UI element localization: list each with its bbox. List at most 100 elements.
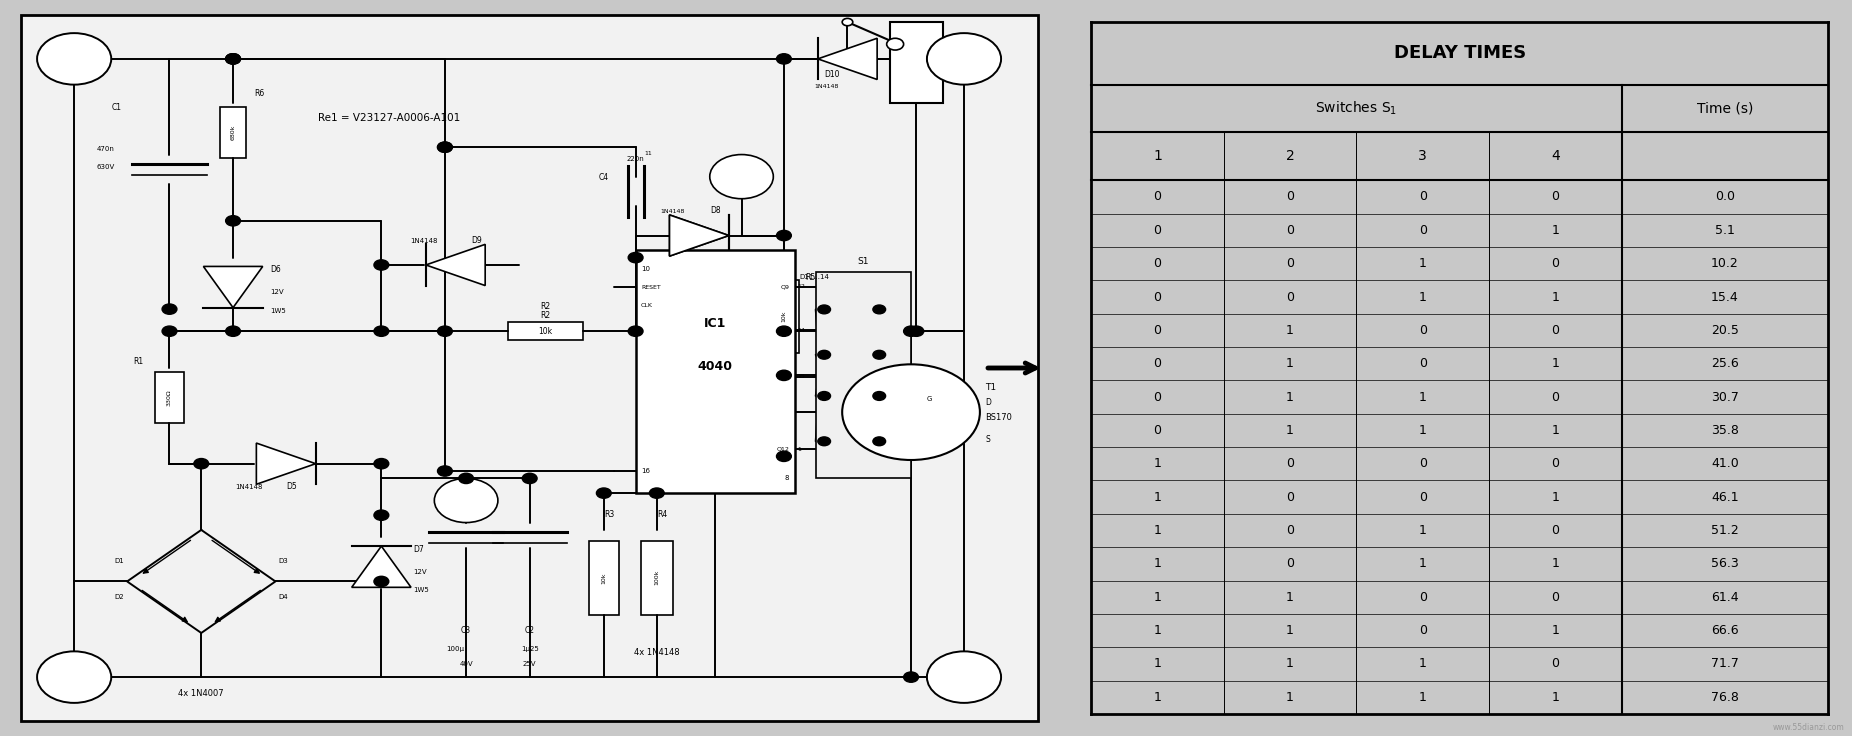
Circle shape bbox=[843, 18, 852, 26]
Text: 1: 1 bbox=[1552, 491, 1559, 503]
Circle shape bbox=[226, 54, 241, 64]
Text: 1: 1 bbox=[1154, 457, 1161, 470]
Text: 1: 1 bbox=[1285, 391, 1295, 403]
Text: 330Ω: 330Ω bbox=[167, 389, 172, 406]
Text: D11...14: D11...14 bbox=[800, 275, 830, 280]
Text: 1: 1 bbox=[1285, 424, 1295, 437]
Text: 1: 1 bbox=[1419, 291, 1426, 303]
Text: 1: 1 bbox=[1154, 591, 1161, 604]
Text: 10: 10 bbox=[641, 266, 650, 272]
Text: 0: 0 bbox=[1154, 391, 1161, 403]
Text: 1W5: 1W5 bbox=[270, 308, 285, 314]
Text: 1N4148: 1N4148 bbox=[235, 484, 263, 490]
Text: 0: 0 bbox=[1154, 224, 1161, 237]
Text: D2: D2 bbox=[115, 595, 124, 601]
Text: R1: R1 bbox=[133, 357, 143, 367]
Circle shape bbox=[628, 326, 643, 336]
Circle shape bbox=[163, 326, 178, 336]
Circle shape bbox=[226, 54, 241, 64]
Text: 1: 1 bbox=[1419, 391, 1426, 403]
Circle shape bbox=[437, 142, 452, 152]
Text: CLK: CLK bbox=[641, 303, 654, 308]
Text: 1: 1 bbox=[1154, 557, 1161, 570]
Text: 1: 1 bbox=[1154, 524, 1161, 537]
Text: 100µ: 100µ bbox=[446, 646, 465, 652]
Circle shape bbox=[926, 651, 1002, 703]
Text: Q9: Q9 bbox=[780, 284, 789, 289]
Text: 630V: 630V bbox=[96, 164, 115, 170]
FancyBboxPatch shape bbox=[769, 280, 798, 353]
Text: 1: 1 bbox=[1154, 149, 1161, 163]
Text: 0: 0 bbox=[1552, 191, 1559, 203]
Circle shape bbox=[904, 326, 919, 336]
Circle shape bbox=[776, 230, 791, 241]
Text: 1N4148: 1N4148 bbox=[815, 85, 839, 89]
Text: 1µ25: 1µ25 bbox=[520, 646, 539, 652]
Text: 0: 0 bbox=[1419, 624, 1426, 637]
Text: Time (s): Time (s) bbox=[1696, 102, 1754, 116]
Text: 0: 0 bbox=[1419, 191, 1426, 203]
Text: 1: 1 bbox=[1154, 657, 1161, 670]
Circle shape bbox=[819, 437, 830, 446]
Text: 12: 12 bbox=[798, 284, 806, 289]
Text: 1: 1 bbox=[1552, 224, 1559, 237]
Circle shape bbox=[163, 304, 178, 314]
Text: 0: 0 bbox=[1285, 524, 1295, 537]
Text: D: D bbox=[985, 397, 991, 407]
Text: C4: C4 bbox=[598, 173, 609, 183]
Text: Q10: Q10 bbox=[776, 328, 789, 333]
FancyBboxPatch shape bbox=[589, 541, 619, 615]
Text: 1: 1 bbox=[1552, 691, 1559, 704]
Text: 0: 0 bbox=[1552, 657, 1559, 670]
Text: R2: R2 bbox=[541, 311, 550, 320]
Circle shape bbox=[776, 326, 791, 336]
FancyBboxPatch shape bbox=[635, 250, 795, 493]
Text: 5.1: 5.1 bbox=[1715, 224, 1735, 237]
Polygon shape bbox=[670, 215, 730, 256]
FancyBboxPatch shape bbox=[509, 322, 583, 340]
Text: S1: S1 bbox=[857, 258, 869, 266]
Polygon shape bbox=[204, 266, 263, 308]
Text: 3: 3 bbox=[1419, 149, 1428, 163]
Circle shape bbox=[628, 252, 643, 263]
Text: 0: 0 bbox=[1552, 391, 1559, 403]
Polygon shape bbox=[426, 244, 485, 286]
Text: 35.8: 35.8 bbox=[1711, 424, 1739, 437]
Text: 20.5: 20.5 bbox=[1711, 324, 1739, 337]
Text: 61.4: 61.4 bbox=[1711, 591, 1739, 604]
Polygon shape bbox=[670, 215, 730, 256]
Text: 15.4: 15.4 bbox=[1711, 291, 1739, 303]
Text: 1: 1 bbox=[1285, 324, 1295, 337]
Text: R2: R2 bbox=[541, 302, 550, 311]
Text: 0: 0 bbox=[1154, 291, 1161, 303]
Circle shape bbox=[909, 326, 924, 336]
Text: 0: 0 bbox=[1285, 224, 1295, 237]
Circle shape bbox=[226, 326, 241, 336]
Circle shape bbox=[374, 510, 389, 520]
Text: Switches S$_1$: Switches S$_1$ bbox=[1315, 100, 1398, 117]
Polygon shape bbox=[352, 546, 411, 587]
Text: 1: 1 bbox=[1419, 691, 1426, 704]
Circle shape bbox=[926, 33, 1002, 85]
Circle shape bbox=[776, 370, 791, 381]
Text: C3: C3 bbox=[461, 626, 470, 635]
Circle shape bbox=[650, 488, 665, 498]
Text: 0: 0 bbox=[1419, 457, 1426, 470]
Text: R3: R3 bbox=[604, 510, 615, 519]
Text: 1: 1 bbox=[1285, 591, 1295, 604]
Circle shape bbox=[843, 364, 980, 460]
Text: C1: C1 bbox=[111, 103, 122, 113]
Text: T1: T1 bbox=[985, 383, 996, 392]
Text: 1: 1 bbox=[1419, 657, 1426, 670]
Text: 0: 0 bbox=[1285, 291, 1295, 303]
Circle shape bbox=[819, 350, 830, 359]
Circle shape bbox=[459, 473, 474, 484]
Text: 41.0: 41.0 bbox=[1711, 457, 1739, 470]
Text: 0.0: 0.0 bbox=[1715, 191, 1735, 203]
Text: 12V: 12V bbox=[270, 289, 283, 295]
Circle shape bbox=[374, 459, 389, 469]
Text: 1: 1 bbox=[1419, 424, 1426, 437]
Polygon shape bbox=[256, 443, 315, 484]
Text: 4x 1N4148: 4x 1N4148 bbox=[633, 648, 680, 657]
Text: 1: 1 bbox=[1419, 524, 1426, 537]
